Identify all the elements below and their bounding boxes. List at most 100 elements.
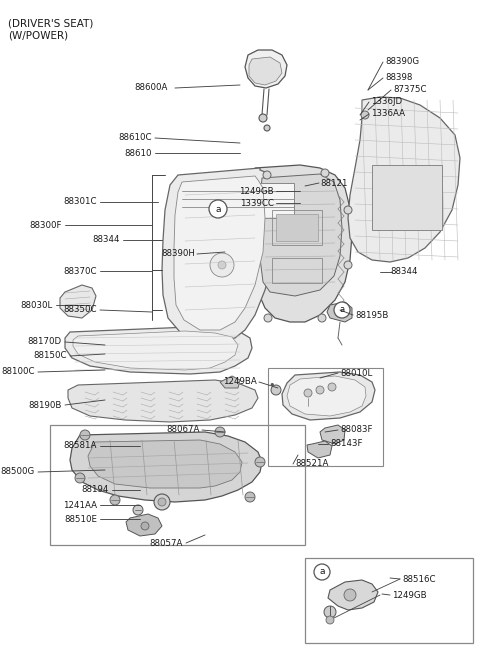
Polygon shape <box>249 57 282 85</box>
Circle shape <box>318 314 326 322</box>
Text: 88067A: 88067A <box>167 426 200 434</box>
Bar <box>272 258 322 283</box>
Bar <box>372 165 442 230</box>
Polygon shape <box>73 331 238 370</box>
Text: •: • <box>269 380 275 390</box>
Text: 88344: 88344 <box>93 236 120 245</box>
Polygon shape <box>126 514 162 536</box>
Text: 1336AA: 1336AA <box>371 109 405 118</box>
Circle shape <box>209 200 227 218</box>
Bar <box>272 210 322 245</box>
Polygon shape <box>328 580 378 610</box>
Circle shape <box>80 430 90 440</box>
Text: 1241AA: 1241AA <box>63 501 97 510</box>
Text: 88600A: 88600A <box>134 83 168 92</box>
Text: 87375C: 87375C <box>393 85 427 94</box>
Text: 1249GB: 1249GB <box>240 186 274 195</box>
Polygon shape <box>162 168 278 342</box>
Text: 88083F: 88083F <box>340 426 372 434</box>
Circle shape <box>218 261 226 269</box>
Circle shape <box>344 206 352 214</box>
Text: 88390G: 88390G <box>385 57 419 66</box>
Polygon shape <box>174 176 265 330</box>
Circle shape <box>154 494 170 510</box>
Polygon shape <box>60 285 96 318</box>
Circle shape <box>215 427 225 437</box>
Polygon shape <box>307 441 332 458</box>
Bar <box>268 368 383 466</box>
Circle shape <box>321 169 329 177</box>
Circle shape <box>158 498 166 506</box>
Circle shape <box>259 114 267 122</box>
Circle shape <box>361 111 369 119</box>
Circle shape <box>304 389 312 397</box>
Polygon shape <box>70 432 262 502</box>
Bar <box>50 425 305 545</box>
Polygon shape <box>259 174 342 296</box>
Text: 88190B: 88190B <box>29 400 62 409</box>
Text: 88194: 88194 <box>82 486 109 495</box>
Text: 88610C: 88610C <box>119 133 152 143</box>
Polygon shape <box>287 376 366 416</box>
Polygon shape <box>253 165 352 322</box>
Circle shape <box>344 589 356 601</box>
Text: 88100C: 88100C <box>1 368 35 376</box>
Text: 88344: 88344 <box>390 268 418 277</box>
Circle shape <box>263 171 271 179</box>
Text: 88581A: 88581A <box>64 441 97 450</box>
Polygon shape <box>220 376 240 388</box>
Circle shape <box>316 386 324 394</box>
Circle shape <box>271 385 281 395</box>
Circle shape <box>245 492 255 502</box>
Circle shape <box>255 457 265 467</box>
Polygon shape <box>282 372 375 420</box>
Circle shape <box>314 564 330 580</box>
Bar <box>182 183 294 218</box>
Text: a: a <box>215 204 221 214</box>
Text: 1339CC: 1339CC <box>240 199 274 208</box>
Text: 88390H: 88390H <box>161 249 195 258</box>
Circle shape <box>75 473 85 483</box>
Text: 88521A: 88521A <box>295 460 328 469</box>
Text: a: a <box>339 305 345 314</box>
Text: 88610: 88610 <box>124 148 152 158</box>
Text: 1336JD: 1336JD <box>371 98 402 107</box>
Circle shape <box>133 505 143 515</box>
Text: 88300F: 88300F <box>29 221 62 230</box>
Text: 88398: 88398 <box>385 74 412 83</box>
Circle shape <box>324 606 336 618</box>
Polygon shape <box>320 425 345 444</box>
Circle shape <box>110 495 120 505</box>
Text: 88143F: 88143F <box>330 439 362 449</box>
Text: 88195B: 88195B <box>355 311 388 320</box>
Text: (DRIVER'S SEAT): (DRIVER'S SEAT) <box>8 18 94 28</box>
Text: 88301C: 88301C <box>63 197 97 206</box>
Polygon shape <box>88 440 242 488</box>
Circle shape <box>264 314 272 322</box>
Polygon shape <box>245 50 287 88</box>
Text: 88516C: 88516C <box>402 574 435 583</box>
Circle shape <box>328 383 336 391</box>
Polygon shape <box>348 97 460 262</box>
Text: 88510E: 88510E <box>64 514 97 523</box>
Circle shape <box>334 302 350 318</box>
Circle shape <box>344 261 352 269</box>
Polygon shape <box>65 327 252 374</box>
Polygon shape <box>68 380 258 422</box>
Circle shape <box>141 522 149 530</box>
Polygon shape <box>327 302 352 322</box>
Text: 88500G: 88500G <box>1 467 35 477</box>
Text: 88030L: 88030L <box>21 301 53 309</box>
Text: 88170D: 88170D <box>28 337 62 346</box>
Text: 88370C: 88370C <box>63 266 97 275</box>
Text: 88350C: 88350C <box>63 305 97 314</box>
Text: 88057A: 88057A <box>150 538 183 547</box>
Circle shape <box>264 125 270 131</box>
Text: 88150C: 88150C <box>34 352 67 361</box>
Text: 88010L: 88010L <box>340 368 372 378</box>
Bar <box>276 214 318 241</box>
Text: 88121: 88121 <box>320 178 348 187</box>
Text: 1249GB: 1249GB <box>392 590 427 600</box>
Text: a: a <box>319 568 325 577</box>
Circle shape <box>326 616 334 624</box>
